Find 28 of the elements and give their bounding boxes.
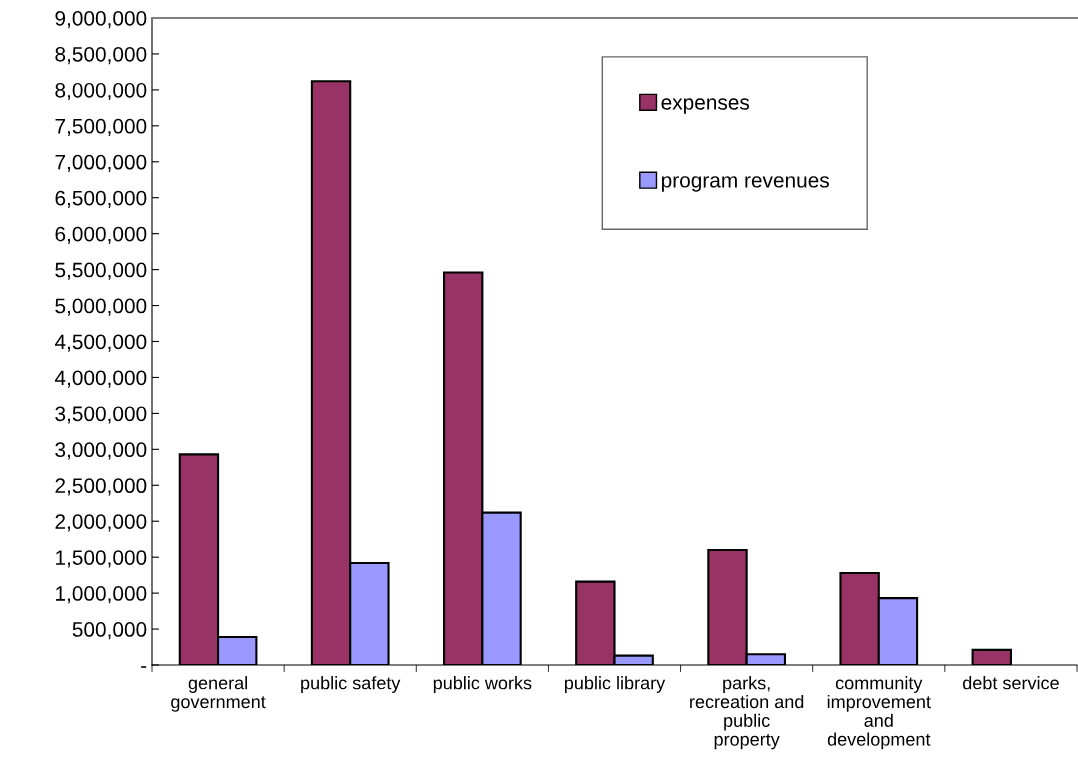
y-tick-label: 2,500,000 xyxy=(55,478,147,496)
y-tick-label: - xyxy=(141,666,147,668)
x-tick-label: debt service xyxy=(963,676,1059,690)
y-tick-label: 8,000,000 xyxy=(55,82,147,101)
y-tick-label: 3,000,000 xyxy=(55,442,147,460)
x-tick-label: parks, recreation and public property xyxy=(690,676,804,750)
y-tick-label: 6,500,000 xyxy=(55,190,147,208)
y-tick-label: 2,000,000 xyxy=(55,514,147,532)
x-tick-label: public safety xyxy=(301,676,401,693)
y-tick-label: 1,000,000 xyxy=(56,586,147,604)
legend-label: expenses xyxy=(661,98,750,114)
y-tick-label: 5,000,000 xyxy=(55,298,147,316)
y-tick-label: 500,000 xyxy=(72,622,147,640)
x-tick-label: community improvement and development xyxy=(827,676,931,750)
x-tick-label: public library xyxy=(564,676,666,693)
y-tick-label: 1,500,000 xyxy=(56,550,147,568)
y-tick-label: 7,500,000 xyxy=(55,118,147,137)
x-tick-label: general government xyxy=(171,676,266,712)
y-tick-label: 7,000,000 xyxy=(55,154,147,172)
legend-label: program revenues xyxy=(661,176,829,192)
x-tick-label: public works xyxy=(433,676,532,693)
y-tick-label: 8,500,000 xyxy=(55,46,147,65)
y-tick-label: 5,500,000 xyxy=(55,262,147,280)
y-tick-label: 3,500,000 xyxy=(55,406,147,424)
y-tick-label: 4,000,000 xyxy=(54,370,147,388)
y-tick-label: 6,000,000 xyxy=(55,226,147,244)
y-tick-label: 9,000,000 xyxy=(55,11,147,29)
y-tick-label: 4,500,000 xyxy=(54,334,147,352)
